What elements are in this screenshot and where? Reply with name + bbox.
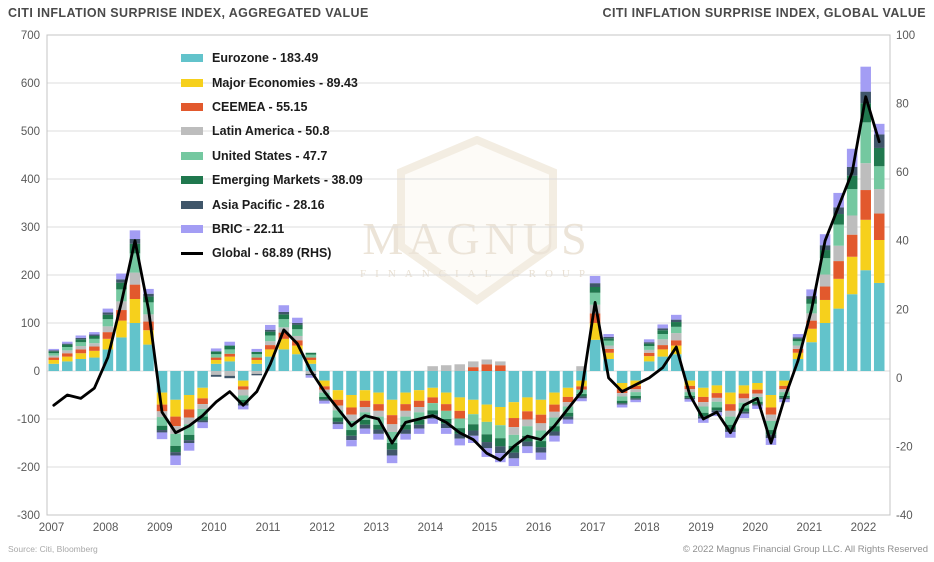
svg-text:2016: 2016	[526, 522, 552, 534]
svg-text:400: 400	[21, 174, 40, 186]
legend-label: CEEMEA - 55.15	[212, 99, 308, 114]
svg-text:0: 0	[34, 366, 40, 378]
legend-label: United States - 47.7	[212, 148, 328, 163]
legend-line-swatch	[181, 251, 203, 255]
legend-label: Asia Pacific - 28.16	[212, 197, 325, 212]
svg-text:80: 80	[896, 99, 909, 111]
svg-text:2011: 2011	[256, 522, 281, 534]
svg-text:2019: 2019	[688, 522, 714, 534]
legend-row-emerging-markets: Emerging Markets - 38.09	[181, 168, 363, 192]
source-note: Source: Citi, Bloomberg	[8, 544, 98, 554]
svg-text:700: 700	[21, 30, 40, 42]
svg-text:2020: 2020	[742, 522, 768, 534]
legend-label: Emerging Markets - 38.09	[212, 173, 363, 188]
legend-color-swatch	[181, 200, 203, 209]
global-line-series	[52, 95, 881, 462]
legend-label: Latin America - 50.8	[212, 124, 330, 139]
svg-text:100: 100	[896, 30, 915, 42]
legend-row-latin-america: Latin America - 50.8	[181, 119, 363, 143]
svg-text:500: 500	[21, 126, 40, 138]
legend-color-swatch	[181, 127, 203, 136]
svg-text:2013: 2013	[363, 522, 389, 534]
legend-color-swatch	[181, 54, 203, 63]
svg-text:0: 0	[896, 373, 902, 385]
svg-text:200: 200	[21, 270, 40, 282]
svg-text:60: 60	[896, 167, 909, 179]
legend-color-swatch	[181, 224, 203, 233]
svg-text:100: 100	[21, 318, 40, 330]
legend-row-global: Global - 68.89 (RHS)	[181, 241, 363, 265]
legend-label: Eurozone - 183.49	[212, 51, 319, 66]
legend-color-swatch	[181, 102, 203, 111]
legend-label: BRIC - 22.11	[212, 221, 285, 236]
svg-text:2008: 2008	[93, 522, 119, 534]
legend-label: Global - 68.89 (RHS)	[212, 246, 332, 261]
chart-title-left: CITI INFLATION SURPRISE INDEX, AGGREGATE…	[8, 6, 369, 20]
svg-text:2010: 2010	[201, 522, 227, 534]
svg-text:-100: -100	[17, 414, 40, 426]
svg-text:-300: -300	[17, 510, 40, 522]
legend-color-swatch	[181, 151, 203, 160]
svg-text:2018: 2018	[634, 522, 660, 534]
legend-row-united-states: United States - 47.7	[181, 144, 363, 168]
legend-color-swatch	[181, 78, 203, 87]
svg-text:-20: -20	[896, 441, 913, 453]
svg-text:2022: 2022	[851, 522, 877, 534]
copyright-note: © 2022 Magnus Financial Group LLC. All R…	[682, 544, 928, 555]
x-axis-year-labels: 2007 2008 2009 2010 2011 2012 2013 2014 2015 2016…	[39, 522, 877, 534]
svg-text:-40: -40	[896, 510, 913, 522]
plot-border	[46, 34, 891, 516]
svg-text:40: 40	[896, 236, 909, 248]
legend-row-eurozone: Eurozone - 183.49	[181, 46, 363, 70]
svg-text:2021: 2021	[797, 522, 823, 534]
right-axis-labels: 100 80 60 40 20 0 -20 -40	[896, 30, 915, 522]
left-axis-labels: 700 600 500 400 300 200 100 0 -100 -200 -300	[17, 30, 40, 522]
svg-text:-200: -200	[17, 462, 40, 474]
legend-row-asia-pacific: Asia Pacific - 28.16	[181, 192, 363, 216]
legend-color-swatch	[181, 176, 203, 185]
svg-text:600: 600	[21, 78, 40, 90]
svg-text:2009: 2009	[147, 522, 173, 534]
svg-text:2015: 2015	[472, 522, 498, 534]
chart-title-right: CITI INFLATION SURPRISE INDEX, GLOBAL VA…	[602, 6, 926, 20]
svg-text:2007: 2007	[39, 522, 65, 534]
svg-text:2012: 2012	[309, 522, 335, 534]
svg-text:2014: 2014	[418, 522, 444, 534]
legend-row-ceemea: CEEMEA - 55.15	[181, 95, 363, 119]
svg-text:300: 300	[21, 222, 40, 234]
svg-text:2017: 2017	[580, 522, 606, 534]
chart-legend: Eurozone - 183.49 Major Economies - 89.43…	[181, 46, 363, 266]
legend-label: Major Economies - 89.43	[212, 75, 358, 90]
legend-row-major-economies: Major Economies - 89.43	[181, 70, 363, 94]
svg-text:20: 20	[896, 304, 909, 316]
legend-row-bric: BRIC - 22.11	[181, 217, 363, 241]
